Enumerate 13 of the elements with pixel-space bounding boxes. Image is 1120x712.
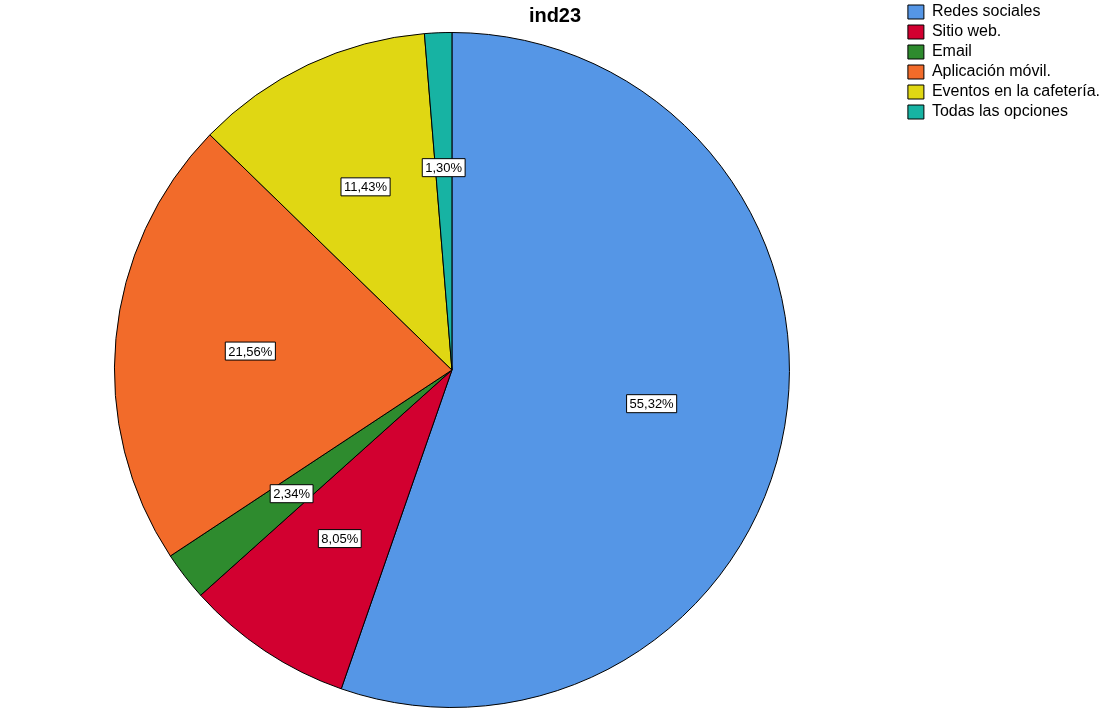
chart-title: ind23 xyxy=(528,3,582,26)
legend-label: Eventos en la cafetería. xyxy=(931,82,1101,100)
legend-label: Redes sociales xyxy=(931,2,1041,20)
data-label: 1,30% xyxy=(425,160,463,176)
data-label: 8,05% xyxy=(321,531,359,547)
legend-label: Sitio web. xyxy=(931,22,1002,40)
data-label: 2,34% xyxy=(273,486,311,502)
legend-label: Aplicación móvil. xyxy=(931,62,1052,80)
data-label: 55,32% xyxy=(629,396,675,412)
legend-label: Email xyxy=(931,42,972,60)
data-label: 11,43% xyxy=(343,179,388,195)
legend-label: Todas las opciones xyxy=(931,102,1068,120)
data-label: 21,56% xyxy=(228,343,273,359)
